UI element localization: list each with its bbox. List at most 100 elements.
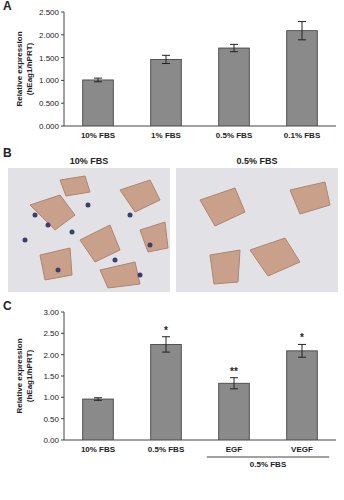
y-tick-label: 2.500 <box>39 8 60 17</box>
error-bar-stem <box>302 344 303 357</box>
error-bar-cap <box>230 388 238 389</box>
bar <box>151 344 182 440</box>
error-bar-cap <box>94 78 102 79</box>
error-bar-cap <box>230 51 238 52</box>
error-bar-stem <box>302 22 303 40</box>
error-bar-stem <box>234 378 235 389</box>
group-label: 0.5% FBS <box>250 460 287 469</box>
y-axis-label-line: Relative expression <box>15 338 24 413</box>
error-bar <box>298 344 306 357</box>
nucleus-stain <box>70 230 75 235</box>
error-bar <box>298 22 306 40</box>
error-bar-cap <box>162 55 170 56</box>
cell <box>120 180 160 212</box>
x-tick-label: EGF <box>226 445 243 454</box>
y-axis-label: Relative expression(hEag1/hPRT) <box>15 338 34 413</box>
bar <box>83 80 114 126</box>
nucleus-stain <box>148 243 153 248</box>
cell <box>60 176 90 196</box>
y-tick-label: 0.00 <box>43 436 59 445</box>
y-axis <box>64 12 65 126</box>
bars <box>83 22 318 126</box>
image-caption: 0.5% FBS <box>236 156 277 166</box>
y-tick <box>61 418 64 419</box>
bar <box>219 383 250 440</box>
x-tick-label: 10% FBS <box>81 131 116 140</box>
error-bar-cap <box>298 39 306 40</box>
bar <box>287 31 318 126</box>
annotation: ** <box>230 366 238 377</box>
nucleus-stain <box>128 213 133 218</box>
nucleus-stain <box>33 213 38 218</box>
annotation: * <box>164 325 168 336</box>
x-tick-label: 0.1% FBS <box>284 131 321 140</box>
error-bar-cap <box>94 397 102 398</box>
y-tick-label: 3.00 <box>43 308 59 317</box>
bar-chart: 0.000.501.001.502.002.503.00Relative exp… <box>15 308 336 469</box>
y-tick <box>61 354 64 355</box>
error-bar-cap <box>298 357 306 358</box>
error-bar-cap <box>162 336 170 337</box>
nucleus-stain <box>138 273 143 278</box>
annotation: * <box>300 332 304 343</box>
y-tick <box>61 126 64 127</box>
y-tick <box>61 440 64 441</box>
error-bar-cap <box>94 81 102 82</box>
error-bar <box>94 78 102 82</box>
cell <box>290 182 330 214</box>
y-tick-label: 1.50 <box>43 372 59 381</box>
panel-label: B <box>3 146 12 160</box>
error-bar-cap <box>94 400 102 401</box>
micrograph <box>176 168 338 292</box>
error-bar-stem <box>234 44 235 51</box>
cell <box>250 238 300 276</box>
group-bracket <box>207 457 329 458</box>
error-bar-cap <box>230 377 238 378</box>
y-tick-label: 0.50 <box>43 415 59 424</box>
y-tick-label: 1.000 <box>39 76 60 85</box>
y-tick-label: 0.000 <box>39 122 60 131</box>
bars <box>83 337 318 440</box>
micrograph-background <box>8 168 170 292</box>
nucleus-stain <box>113 258 118 263</box>
x-tick-label: 10% FBS <box>81 445 116 454</box>
error-bar <box>230 378 238 389</box>
error-bar <box>162 55 170 63</box>
error-bar-cap <box>298 344 306 345</box>
y-tick <box>61 34 64 35</box>
y-axis-label-line: Relative expression <box>15 31 24 106</box>
bar <box>287 351 318 440</box>
y-tick <box>61 80 64 81</box>
figure: 0.0000.5001.0001.5002.0002.500Relative e… <box>0 0 344 500</box>
y-tick-label: 2.000 <box>39 31 60 40</box>
micrograph <box>8 168 170 292</box>
cell <box>100 262 140 288</box>
y-tick <box>61 103 64 104</box>
image-caption: 10% FBS <box>70 156 109 166</box>
y-tick-label: 2.50 <box>43 329 59 338</box>
bar <box>83 399 114 440</box>
error-bar-cap <box>162 63 170 64</box>
y-tick <box>61 397 64 398</box>
cell <box>40 248 72 280</box>
error-bar <box>94 398 102 401</box>
y-axis-label: Relative expression(hEag1/hPRT) <box>15 31 34 106</box>
error-bar <box>162 337 170 352</box>
x-tick-label: VEGF <box>291 445 313 454</box>
micrograph-background <box>176 168 338 292</box>
nucleus-stain <box>56 268 61 273</box>
x-tick-label: 0.5% FBS <box>148 445 185 454</box>
error-bar-cap <box>230 44 238 45</box>
error-bar-cap <box>298 21 306 22</box>
error-bar-cap <box>162 352 170 353</box>
y-axis-label-line: (hEag1/hPRT) <box>25 349 34 402</box>
cell <box>30 195 75 230</box>
bar-chart: 0.0000.5001.0001.5002.0002.500Relative e… <box>15 8 336 140</box>
y-tick-label: 1.500 <box>39 54 60 63</box>
bar <box>219 48 250 126</box>
y-tick-label: 2.00 <box>43 351 59 360</box>
y-tick <box>61 312 64 313</box>
bar <box>151 59 182 126</box>
y-tick <box>61 12 64 13</box>
y-axis-label-line: (hEag1/hPRT) <box>25 42 34 95</box>
